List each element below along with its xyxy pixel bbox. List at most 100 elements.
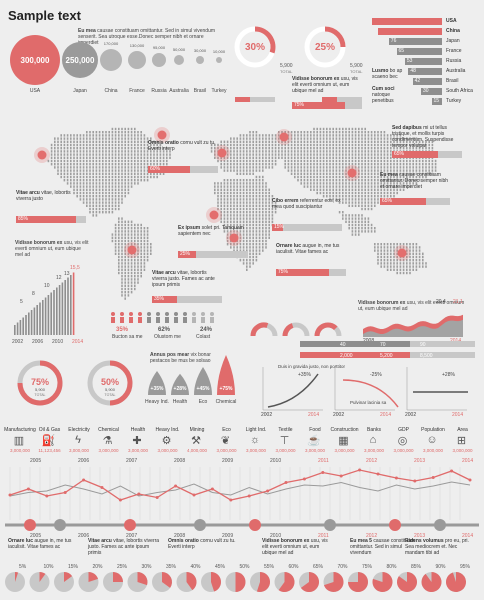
- map-dot: [294, 150, 296, 153]
- map-dot: [303, 140, 306, 143]
- map-dot: [236, 220, 238, 223]
- map-dot: [380, 143, 382, 147]
- map-dot: [300, 147, 302, 150]
- map-dot: [316, 175, 318, 179]
- map-dot: [118, 233, 120, 236]
- sector-value: 3,000,000: [393, 448, 414, 453]
- map-dot: [98, 169, 101, 172]
- map-dot: [412, 252, 414, 255]
- map-dot: [98, 166, 101, 169]
- map-dot: [322, 140, 325, 143]
- map-dot: [134, 182, 136, 185]
- map-dot: [399, 268, 402, 271]
- person-body: [165, 317, 169, 323]
- map-dot: [169, 156, 171, 159]
- growth-bar: [72, 272, 75, 335]
- map-dot: [121, 278, 123, 281]
- map-dot: [390, 262, 392, 265]
- map-dot: [306, 169, 309, 172]
- map-dot: [335, 195, 338, 198]
- map-dot: [111, 179, 114, 182]
- map-dot: [338, 188, 341, 191]
- map-dot: [230, 230, 232, 233]
- map-dot: [361, 137, 363, 140]
- map-dot: [294, 163, 296, 166]
- map-dot: [242, 201, 245, 204]
- map-dot: [393, 262, 395, 265]
- map-dot: [252, 159, 254, 163]
- map-dot: [342, 182, 344, 185]
- area-year: 2014: [450, 338, 461, 343]
- donut-unit: TOTAL: [105, 393, 116, 397]
- map-dot: [335, 182, 338, 185]
- map-dot: [66, 166, 69, 169]
- map-dot: [354, 140, 357, 143]
- map-dot: [274, 147, 277, 150]
- map-dot: [390, 255, 392, 259]
- map-dot: [114, 204, 117, 207]
- map-dot: [338, 185, 341, 188]
- map-dot: [102, 134, 104, 137]
- map-dot: [313, 150, 315, 153]
- timeline-point: [82, 478, 86, 482]
- map-dot: [396, 140, 398, 143]
- map-dot: [143, 153, 146, 156]
- map-dot: [230, 182, 232, 185]
- map-dot: [127, 127, 130, 131]
- map-dot: [70, 147, 72, 150]
- map-dot: [345, 166, 347, 169]
- map-dot: [342, 185, 344, 188]
- map-dot: [252, 198, 254, 201]
- map-dot: [134, 143, 136, 147]
- map-dot: [127, 159, 130, 163]
- map-dot: [287, 147, 290, 150]
- map-dot: [121, 233, 123, 236]
- map-dot: [252, 243, 254, 246]
- map-dot: [319, 127, 322, 131]
- map-dot: [377, 201, 379, 204]
- growth-value-label: 5: [20, 299, 23, 305]
- map-dot: [335, 198, 338, 201]
- map-dot: [345, 169, 347, 172]
- map-dot: [390, 147, 392, 150]
- map-dot: [73, 175, 75, 179]
- map-dot: [319, 169, 322, 172]
- map-dot: [127, 156, 130, 159]
- map-dot: [226, 166, 229, 169]
- map-dot: [358, 159, 360, 163]
- map-dot: [130, 143, 133, 147]
- map-dot: [313, 185, 315, 188]
- map-dot: [358, 195, 360, 198]
- map-dot: [233, 204, 235, 207]
- country-label: Russia: [446, 58, 462, 64]
- map-dot: [396, 188, 398, 191]
- map-dot: [422, 255, 424, 259]
- map-dot: [143, 246, 146, 249]
- map-dot: [236, 246, 238, 249]
- map-dot: [274, 211, 277, 214]
- map-dot: [326, 127, 328, 131]
- map-dot: [274, 150, 277, 153]
- map-dot: [364, 172, 366, 175]
- map-dot: [140, 134, 142, 137]
- map-dot: [121, 284, 123, 287]
- map-dot: [380, 159, 382, 163]
- map-dot: [252, 246, 254, 249]
- map-dot: [63, 172, 66, 175]
- gauge-fill: [314, 322, 338, 337]
- person-head: [165, 312, 169, 316]
- pie-slice: [300, 572, 319, 592]
- map-dot: [284, 166, 286, 169]
- growth-value-label: 15,5: [70, 265, 80, 271]
- map-dot: [364, 220, 366, 223]
- map-dot: [127, 150, 130, 153]
- map-dot: [313, 147, 315, 150]
- map-dot: [249, 204, 251, 207]
- map-dot: [258, 175, 261, 179]
- bubble-label: Japan: [73, 88, 87, 94]
- map-dot: [137, 236, 139, 239]
- map-dot: [326, 156, 328, 159]
- map-dot: [345, 188, 347, 191]
- map-dot: [265, 147, 267, 150]
